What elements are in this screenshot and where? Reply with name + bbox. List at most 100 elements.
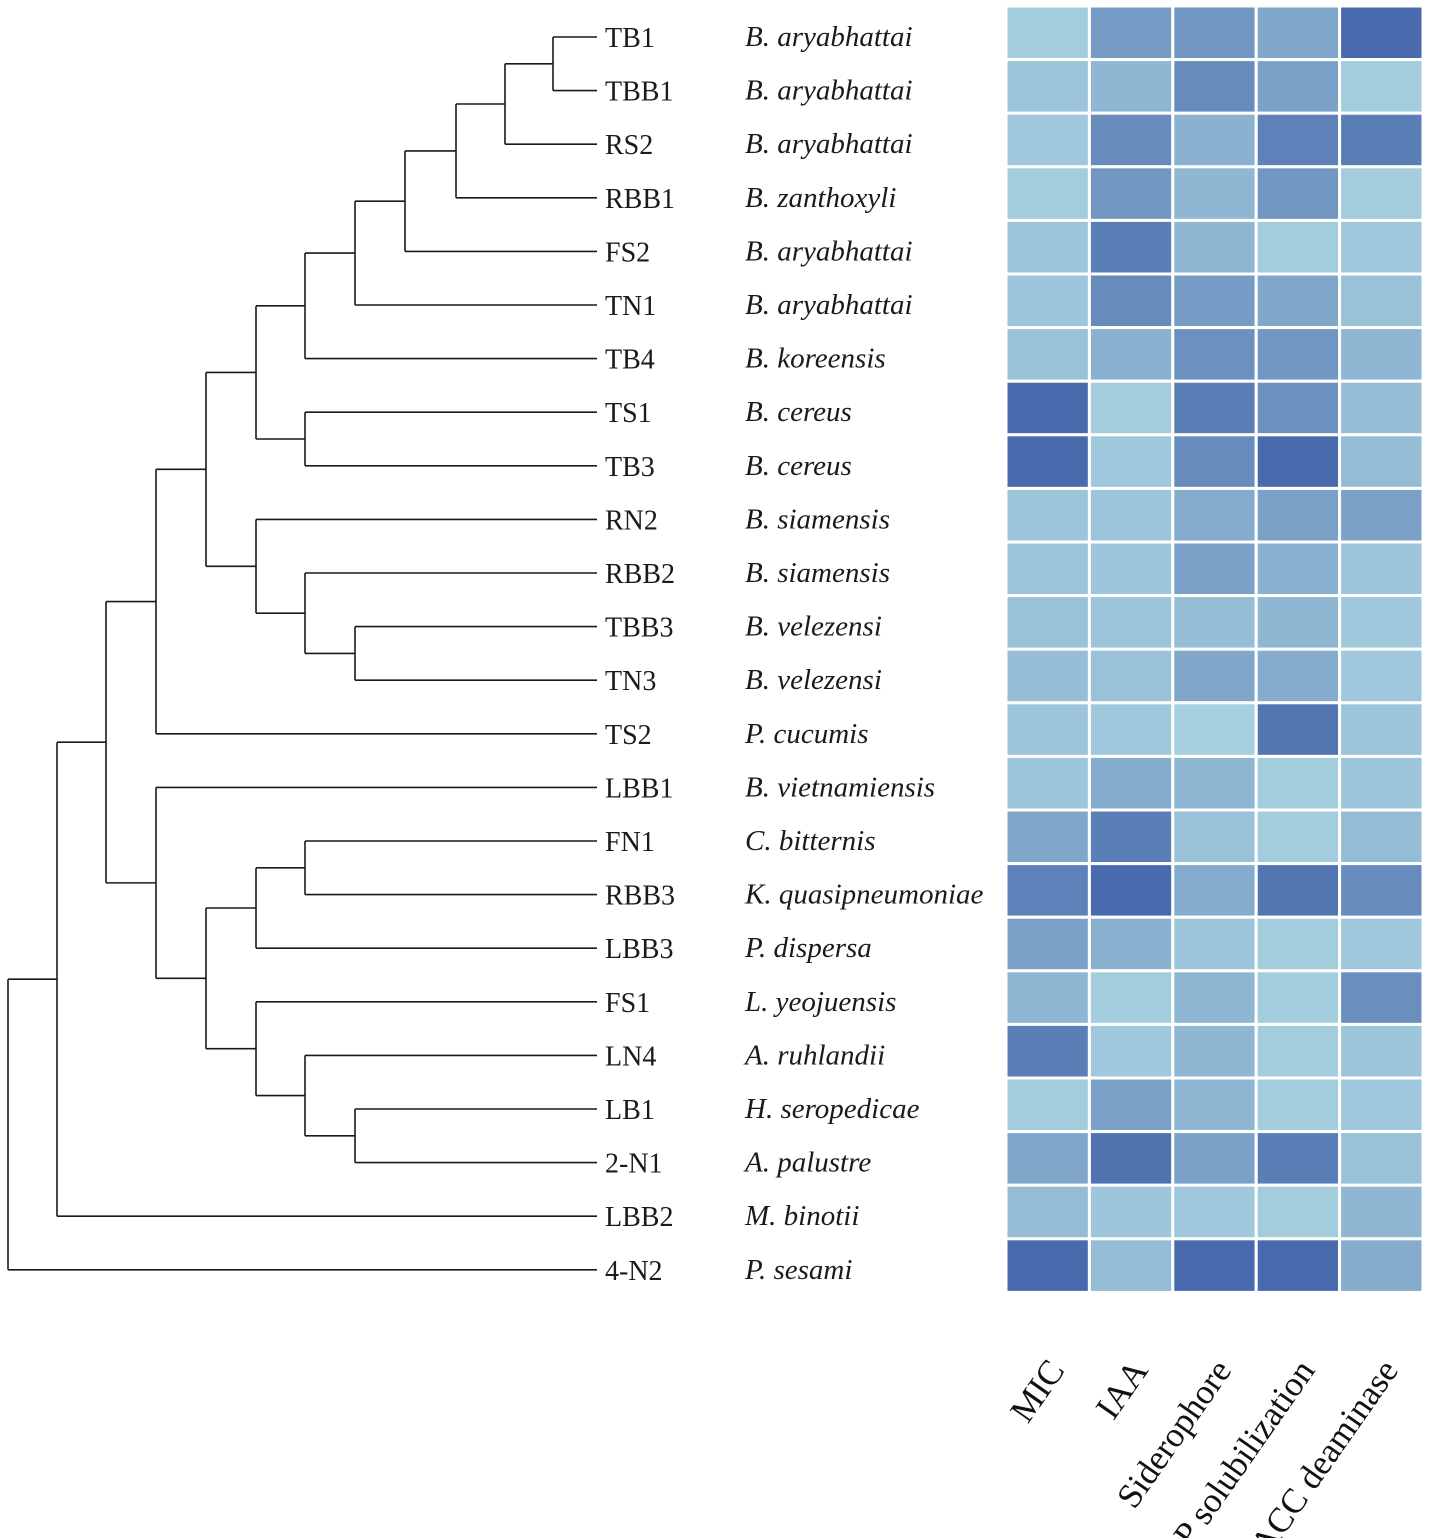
strain-label: RN2	[605, 505, 658, 536]
species-label: A. palustre	[743, 1147, 871, 1179]
heatmap-cell	[1087, 379, 1175, 437]
heatmap-cell	[1004, 808, 1091, 866]
heatmap-cell	[1004, 1022, 1091, 1080]
heatmap-cell	[1254, 379, 1342, 437]
heatmap-cell	[1254, 1183, 1342, 1241]
heatmap-cell	[1254, 1130, 1342, 1187]
species-label: H. seropedicae	[744, 1093, 920, 1125]
heatmap-cell	[1338, 4, 1425, 62]
species-label: B. siamensis	[745, 503, 890, 535]
heatmap-cell	[1171, 1237, 1258, 1294]
heatmap-cell	[1004, 540, 1091, 598]
heatmap-cell	[1254, 594, 1342, 651]
heatmap-cell	[1254, 1022, 1342, 1080]
heatmap-cell	[1338, 486, 1425, 544]
heatmap-cell	[1004, 915, 1091, 973]
heatmap-cell	[1087, 111, 1175, 169]
species-label: B. aryabhattai	[745, 289, 913, 321]
heatmap-cell	[1004, 754, 1091, 812]
heatmap-cell	[1004, 379, 1091, 437]
species-label: B. velezensi	[745, 611, 882, 643]
heatmap-cell	[1338, 218, 1425, 276]
heatmap-cell	[1254, 272, 1342, 330]
strain-label: TB1	[605, 23, 655, 54]
species-label: B. cereus	[745, 450, 852, 482]
species-label: M. binotii	[744, 1200, 859, 1232]
heatmap-cell	[1171, 111, 1258, 169]
heatmap-cell	[1087, 1076, 1175, 1134]
heatmap-cell	[1338, 58, 1425, 115]
heatmap-cell	[1171, 754, 1258, 812]
strain-label: LBB2	[605, 1202, 673, 1233]
heatmap-cell	[1254, 915, 1342, 973]
strain-label: FS1	[605, 988, 650, 1019]
heatmap-cell	[1171, 915, 1258, 973]
heatmap-cell	[1087, 754, 1175, 812]
heatmap-cell	[1087, 218, 1175, 276]
dendrogram	[7, 36, 597, 1271]
heatmap-cell	[1171, 808, 1258, 866]
heatmap-cell	[1254, 326, 1342, 383]
strain-label: FN1	[605, 827, 655, 858]
strain-label: TS1	[605, 398, 652, 429]
species-label: C. bitternis	[745, 825, 876, 857]
heatmap-cell	[1171, 862, 1258, 919]
heatmap-cell	[1087, 433, 1175, 490]
heatmap-cell	[1254, 4, 1342, 62]
species-label: B. siamensis	[745, 557, 890, 589]
heatmap-cell	[1338, 540, 1425, 598]
heatmap-cell	[1254, 701, 1342, 758]
heatmap-cell	[1254, 1237, 1342, 1294]
heatmap-cell	[1254, 111, 1342, 169]
strain-label: 2-N1	[605, 1149, 663, 1180]
strain-label: RS2	[605, 130, 653, 161]
heatmap-cell	[1004, 969, 1091, 1026]
heatmap-cell	[1171, 218, 1258, 276]
heatmap-cell	[1004, 594, 1091, 651]
heatmap-cell	[1171, 326, 1258, 383]
heatmap-cell	[1338, 111, 1425, 169]
heatmap-cell	[1338, 862, 1425, 919]
heatmap-cell	[1338, 1022, 1425, 1080]
heatmap-cell	[1254, 862, 1342, 919]
heatmap-cell	[1338, 701, 1425, 758]
heatmap-cell	[1171, 433, 1258, 490]
heatmap-cell	[1171, 1076, 1258, 1134]
heatmap-cell	[1171, 647, 1258, 705]
heatmap-cell	[1171, 1022, 1258, 1080]
heatmap-cell	[1254, 218, 1342, 276]
heatmap-cell	[1087, 1237, 1175, 1294]
heatmap-cell	[1087, 1183, 1175, 1241]
heatmap-cell	[1338, 915, 1425, 973]
heatmap	[1004, 4, 1425, 1294]
species-label: B. aryabhattai	[745, 128, 913, 160]
heatmap-cell	[1087, 701, 1175, 758]
heatmap-cell	[1004, 111, 1091, 169]
heatmap-cell	[1004, 486, 1091, 544]
heatmap-cell	[1338, 1237, 1425, 1294]
heatmap-cell	[1004, 433, 1091, 490]
heatmap-cell	[1087, 540, 1175, 598]
heatmap-cell	[1338, 808, 1425, 866]
species-label: B. aryabhattai	[745, 235, 913, 267]
heatmap-cell	[1004, 1076, 1091, 1134]
strain-label: TB3	[605, 452, 655, 483]
heatmap-cell	[1087, 326, 1175, 383]
heatmap-cell	[1338, 647, 1425, 705]
heatmap-cell	[1087, 272, 1175, 330]
strain-label: TN3	[605, 666, 656, 697]
strain-label: TB4	[605, 345, 655, 376]
heatmap-cell	[1254, 754, 1342, 812]
strain-label: TBB3	[605, 613, 673, 644]
heatmap-cell	[1338, 379, 1425, 437]
heatmap-cell	[1087, 808, 1175, 866]
heatmap-cell	[1087, 1022, 1175, 1080]
heatmap-cell	[1254, 1076, 1342, 1134]
heatmap-cell	[1087, 594, 1175, 651]
heatmap-cell	[1004, 326, 1091, 383]
species-label: B. cereus	[745, 396, 852, 428]
heatmap-cell	[1338, 433, 1425, 490]
heatmap-cell	[1338, 1130, 1425, 1187]
heatmap-cell	[1087, 1130, 1175, 1187]
